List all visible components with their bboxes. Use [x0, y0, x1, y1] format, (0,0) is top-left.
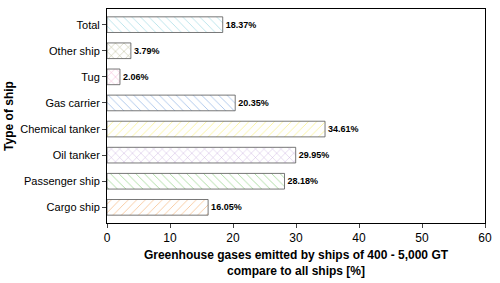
svg-text:20.35%: 20.35%	[238, 98, 269, 108]
svg-text:50: 50	[415, 231, 429, 245]
svg-text:Total: Total	[77, 19, 100, 31]
svg-text:0: 0	[104, 231, 111, 245]
svg-text:20: 20	[226, 231, 240, 245]
svg-text:Chemical tanker: Chemical tanker	[20, 123, 100, 135]
svg-text:16.05%: 16.05%	[211, 202, 242, 212]
svg-text:Passenger ship: Passenger ship	[24, 175, 100, 187]
svg-text:Other ship: Other ship	[49, 45, 100, 57]
svg-text:60: 60	[478, 231, 492, 245]
svg-text:Gas carrier: Gas carrier	[45, 97, 100, 109]
svg-text:Type of ship: Type of ship	[2, 81, 16, 151]
svg-text:10: 10	[163, 231, 177, 245]
svg-text:Cargo ship: Cargo ship	[47, 201, 100, 213]
svg-text:Tug: Tug	[81, 71, 100, 83]
svg-text:28.18%: 28.18%	[288, 176, 319, 186]
svg-text:18.37%: 18.37%	[226, 20, 257, 30]
svg-text:40: 40	[352, 231, 366, 245]
svg-text:2.06%: 2.06%	[123, 72, 149, 82]
svg-text:Oil tanker: Oil tanker	[53, 149, 100, 161]
svg-text:3.79%: 3.79%	[134, 46, 160, 56]
svg-text:Greenhouse gases emitted by sh: Greenhouse gases emitted by ships of 400…	[144, 248, 449, 278]
svg-text:34.61%: 34.61%	[328, 124, 359, 134]
svg-text:30: 30	[289, 231, 303, 245]
svg-text:29.95%: 29.95%	[299, 150, 330, 160]
